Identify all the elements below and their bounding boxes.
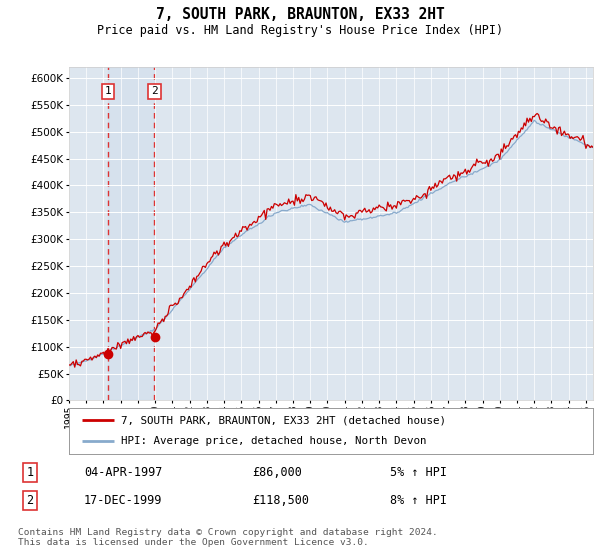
Text: 17-DEC-1999: 17-DEC-1999 — [84, 494, 163, 507]
Text: 7, SOUTH PARK, BRAUNTON, EX33 2HT: 7, SOUTH PARK, BRAUNTON, EX33 2HT — [155, 7, 445, 22]
Text: 2: 2 — [151, 86, 158, 96]
Text: 5% ↑ HPI: 5% ↑ HPI — [390, 466, 447, 479]
Text: Price paid vs. HM Land Registry's House Price Index (HPI): Price paid vs. HM Land Registry's House … — [97, 24, 503, 36]
Text: 1: 1 — [105, 86, 112, 96]
Bar — [108, 67, 154, 400]
Text: Contains HM Land Registry data © Crown copyright and database right 2024.
This d: Contains HM Land Registry data © Crown c… — [18, 528, 438, 547]
Text: 2: 2 — [26, 494, 34, 507]
Text: 7, SOUTH PARK, BRAUNTON, EX33 2HT (detached house): 7, SOUTH PARK, BRAUNTON, EX33 2HT (detac… — [121, 415, 446, 425]
Text: 8% ↑ HPI: 8% ↑ HPI — [390, 494, 447, 507]
Text: 04-APR-1997: 04-APR-1997 — [84, 466, 163, 479]
Text: 1: 1 — [26, 466, 34, 479]
Text: £86,000: £86,000 — [252, 466, 302, 479]
Text: HPI: Average price, detached house, North Devon: HPI: Average price, detached house, Nort… — [121, 436, 427, 446]
Text: £118,500: £118,500 — [252, 494, 309, 507]
